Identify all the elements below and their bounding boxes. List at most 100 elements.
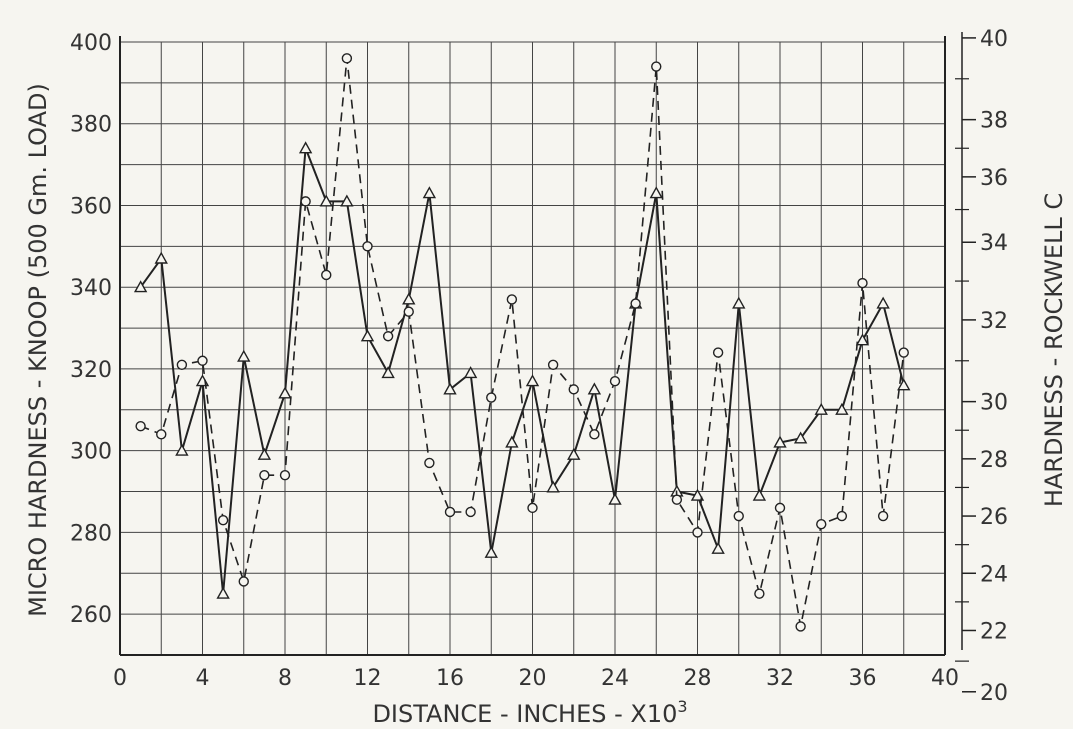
x-tick-label: 4 bbox=[196, 666, 210, 691]
triangle-marker bbox=[876, 296, 890, 309]
y-tick-label: 280 bbox=[70, 521, 112, 546]
y2-tick-label: 22 bbox=[980, 619, 1008, 644]
y-tick-label: 300 bbox=[70, 440, 112, 465]
triangle-marker bbox=[793, 431, 808, 444]
triangle-marker bbox=[649, 186, 663, 199]
triangle-marker bbox=[505, 435, 519, 448]
x-tick-label: 8 bbox=[278, 666, 292, 691]
triangle-marker bbox=[278, 386, 292, 399]
y2-tick-label: 28 bbox=[980, 448, 1008, 473]
x-tick-label: 0 bbox=[113, 666, 127, 691]
circle-marker bbox=[382, 331, 394, 342]
y2-tick-label: 26 bbox=[980, 505, 1008, 530]
circle-marker bbox=[527, 502, 538, 514]
circle-marker bbox=[547, 359, 559, 371]
y2-tick-label: 20 bbox=[980, 681, 1008, 706]
triangle-marker bbox=[298, 141, 313, 154]
y2-tick-label: 32 bbox=[980, 309, 1008, 334]
triangle-marker bbox=[340, 194, 354, 207]
circle-marker bbox=[816, 519, 827, 530]
circle-marker bbox=[609, 375, 621, 387]
y-tick-label: 340 bbox=[70, 276, 112, 301]
circle-marker bbox=[795, 621, 806, 632]
triangle-marker bbox=[608, 492, 622, 505]
circle-marker bbox=[857, 277, 868, 289]
y-tick-label: 400 bbox=[70, 31, 112, 56]
circle-marker bbox=[259, 469, 270, 481]
triangle-marker bbox=[237, 349, 251, 362]
y-tick-label: 380 bbox=[70, 113, 112, 138]
circle-marker bbox=[300, 196, 311, 207]
circle-marker bbox=[238, 576, 249, 587]
triangle-marker bbox=[752, 488, 767, 501]
y-tick-label: 260 bbox=[70, 603, 112, 628]
y-tick-label: 360 bbox=[70, 194, 112, 219]
circle-marker bbox=[506, 294, 518, 305]
y2-tick-label: 36 bbox=[980, 166, 1008, 191]
x-axis-label-superscript: 3 bbox=[677, 697, 687, 716]
circle-marker bbox=[898, 347, 909, 358]
triangle-marker bbox=[195, 374, 210, 387]
triangle-marker bbox=[175, 443, 189, 456]
x-tick-label: 24 bbox=[601, 666, 629, 691]
triangle-marker bbox=[897, 378, 911, 391]
triangle-marker bbox=[855, 333, 870, 346]
circle-marker bbox=[176, 359, 188, 371]
axes bbox=[119, 32, 963, 656]
series-layer bbox=[133, 53, 911, 632]
circle-marker bbox=[877, 510, 889, 522]
circle-marker bbox=[671, 494, 683, 505]
circle-marker bbox=[651, 61, 662, 72]
circle-marker bbox=[486, 392, 497, 403]
x-tick-label: 16 bbox=[436, 666, 464, 691]
circle-marker bbox=[465, 506, 476, 518]
triangle-marker bbox=[814, 402, 828, 415]
y2-tick-labels: 20 22 24 26 28 30 32 34 36 38 40 bbox=[955, 27, 1008, 706]
triangle-marker bbox=[463, 366, 478, 379]
circle-marker bbox=[279, 469, 291, 481]
triangle-marker bbox=[690, 488, 705, 501]
circle-marker bbox=[341, 53, 353, 64]
x-tick-label: 20 bbox=[519, 666, 547, 691]
triangle-marker bbox=[587, 382, 602, 395]
y2-tick-label: 40 bbox=[980, 27, 1008, 52]
circle-marker bbox=[444, 506, 456, 518]
triangle-marker bbox=[319, 194, 333, 207]
triangle-marker bbox=[567, 447, 581, 460]
triangle-marker bbox=[360, 329, 375, 342]
x-tick-label: 36 bbox=[849, 666, 877, 691]
triangle-marker bbox=[216, 586, 230, 599]
triangle-marker bbox=[443, 382, 457, 395]
y-tick-label: 320 bbox=[70, 358, 112, 383]
triangle-marker bbox=[732, 296, 746, 309]
triangle-marker bbox=[422, 186, 437, 199]
y2-tick-label: 38 bbox=[980, 109, 1008, 134]
triangle-marker bbox=[257, 447, 272, 460]
x-axis-label: DISTANCE - INCHES - X103 bbox=[372, 697, 687, 728]
triangle-marker bbox=[402, 292, 416, 305]
dashed-series-line bbox=[140, 58, 905, 627]
triangle-marker bbox=[381, 366, 395, 379]
y2-axis-label: HARDNESS - ROCKWELL C bbox=[1040, 193, 1068, 507]
circle-marker bbox=[156, 429, 167, 440]
triangle-marker bbox=[773, 435, 787, 448]
circle-marker bbox=[362, 241, 373, 252]
y-axis-label: MICRO HARDNESS - KNOOP (500 Gm. LOAD) bbox=[24, 83, 52, 617]
circle-marker bbox=[733, 510, 744, 522]
circle-marker bbox=[321, 269, 332, 281]
y-tick-labels: 260 280 300 320 340 360 380 400 bbox=[70, 31, 112, 628]
triangle-marker bbox=[711, 541, 725, 554]
circle-marker bbox=[135, 420, 146, 432]
y2-tick-label: 34 bbox=[980, 231, 1008, 256]
circle-marker bbox=[197, 355, 208, 366]
grid bbox=[119, 41, 946, 656]
circle-marker bbox=[568, 384, 579, 395]
x-tick-label: 40 bbox=[931, 666, 959, 691]
circle-marker bbox=[836, 510, 848, 522]
circle-marker bbox=[712, 347, 724, 358]
circle-marker bbox=[692, 527, 703, 538]
x-tick-label: 12 bbox=[354, 666, 382, 691]
triangle-marker bbox=[154, 251, 168, 264]
triangle-marker bbox=[835, 402, 849, 415]
